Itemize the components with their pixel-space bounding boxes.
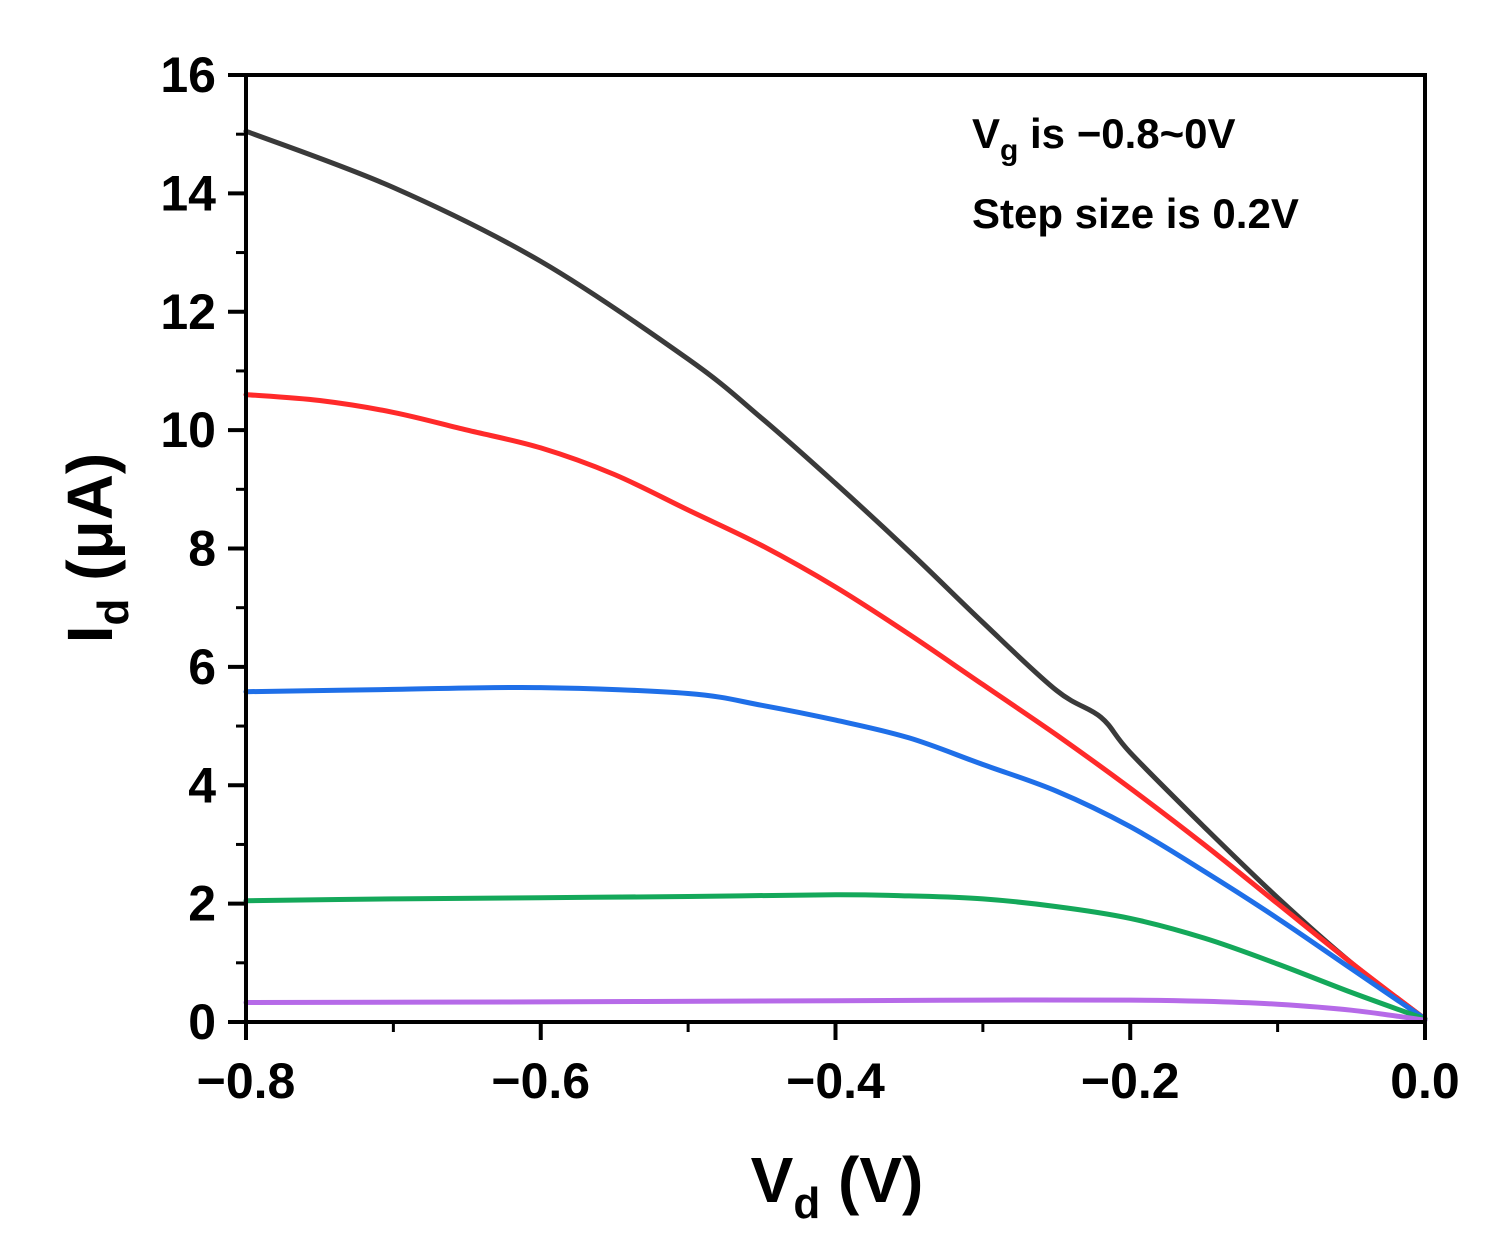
x-tick-label: −0.8 [197, 1053, 296, 1109]
x-tick-label: −0.4 [786, 1053, 885, 1109]
y-tick-label: 14 [160, 165, 216, 221]
series-line-green [243, 892, 1428, 1022]
y-tick-label: 2 [188, 876, 216, 932]
series-line-blue [243, 684, 1428, 1022]
series-line-red [243, 392, 1428, 1022]
y-tick-label: 16 [160, 47, 216, 103]
y-tick-label: 8 [188, 521, 216, 577]
axes-layer: −0.8 −0.6 −0.4 −0.2 0.0 0 2 4 6 8 10 12 14 16 [160, 47, 1459, 1109]
series-line-purple [243, 997, 1428, 1023]
series-line-black [243, 128, 1428, 1022]
annotation-line-2: Step size is 0.2V [972, 190, 1299, 237]
series-layer [243, 128, 1428, 1023]
y-tick-label: 12 [160, 284, 216, 340]
x-tick-label: −0.6 [491, 1053, 590, 1109]
y-tick-label: 6 [188, 639, 216, 695]
y-tick-label: 0 [188, 994, 216, 1050]
x-tick-label: −0.2 [1081, 1053, 1180, 1109]
y-axis-title: Id (μA) [54, 453, 138, 643]
y-tick-label: 4 [188, 757, 216, 813]
x-tick-label: 0.0 [1390, 1053, 1460, 1109]
y-tick-label: 10 [160, 402, 216, 458]
annotation-line-1: Vg is −0.8~0V [972, 110, 1236, 167]
x-axis-title: Vd (V) [751, 1144, 924, 1228]
